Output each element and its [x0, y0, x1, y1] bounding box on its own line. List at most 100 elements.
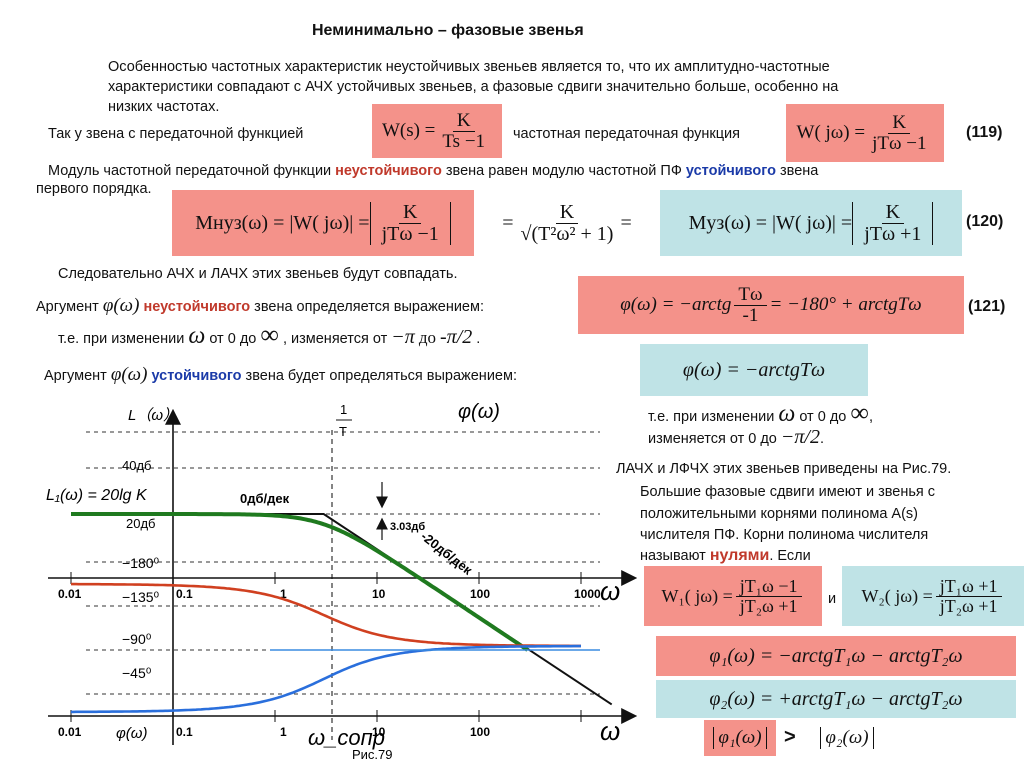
y-tick-phase-2: −90⁰	[122, 631, 152, 647]
change1-to: -π/2	[440, 326, 473, 348]
corner-label-den: T	[339, 424, 347, 439]
w1-den: jT₂ω +1	[739, 595, 798, 616]
arg-unstable-text: Аргумент φ(ω) неустойчивого звена опреде…	[36, 295, 484, 316]
ws-num: K	[452, 110, 475, 132]
phi1-num: Tω	[734, 284, 767, 306]
arg2-phi: φ(ω)	[110, 364, 148, 385]
y-axis-label-L: L（ω）	[128, 407, 178, 424]
omega-conj-label: ω_сопр	[308, 725, 385, 750]
ws-formula-box: W(s) = K Ts −1	[372, 104, 502, 158]
lachx-asymptote-line	[71, 513, 613, 706]
intro-line-2: характеристики совпадают с АЧХ устойчивы…	[108, 79, 839, 95]
m-mid-den: √(T²ω² + 1)	[520, 222, 614, 245]
m-stable-den: jTω +1	[864, 222, 922, 245]
change2-b: от 0 до	[799, 409, 847, 425]
x-tick-label-bottom-0: 0.01	[58, 725, 82, 739]
m-unstable-num: K	[398, 201, 422, 224]
m-stable-num: K	[881, 201, 905, 224]
x-axis-label-bottom: ω	[600, 716, 620, 746]
intro-line-3: низких частотах.	[108, 99, 220, 115]
wj-den: jTω −1	[872, 132, 927, 154]
change2-to: −π/2	[780, 426, 820, 448]
phi-stable-formula: φ(ω) = −arctgTω	[682, 358, 826, 381]
right-text-4: числителя ПФ. Корни полинома числителя	[640, 527, 929, 543]
m-stable-lhs: Mуз(ω) = |W( jω)| =	[688, 211, 853, 234]
phi2-formula: φ₂(ω) = +arctgT₁ω − arctgT₂ω	[709, 687, 963, 710]
slope-0-label: 0дб/дек	[240, 491, 290, 506]
phi2-box: φ₂(ω) = +arctgT₁ω − arctgT₂ω	[656, 680, 1016, 718]
frequency-tf-text: частотная передаточная функция	[513, 126, 740, 142]
m-middle-formula: = K √(T²ω² + 1) =	[478, 190, 656, 256]
arg2-post: звена будет определяться выражением:	[241, 368, 517, 384]
zeros-word: нулями	[709, 547, 770, 564]
w2-num: jT₁ω +1	[935, 576, 1002, 597]
x-tick-label-top-4: 100	[470, 587, 490, 601]
change-line-2a: т.е. при изменении ω от 0 до ∞,	[648, 400, 873, 427]
phi2-abs: φ₂(ω)	[820, 727, 874, 749]
equation-number-120: (120)	[966, 213, 1004, 230]
arg1-unstable-word: неустойчивого	[143, 299, 251, 315]
right-text-5: называют нулями. Если	[640, 547, 811, 565]
x-tick-label-top-5: 1000	[574, 587, 601, 601]
change2-c: изменяется от 0 до	[648, 431, 777, 447]
right-text-3: положительными корнями полинома A(s)	[640, 506, 918, 522]
x-tick-label-top-0: 0.01	[58, 587, 82, 601]
ws-lhs: W(s) =	[381, 120, 436, 141]
m-mid-eq: =	[502, 211, 514, 234]
gap-label: 3.03дб	[390, 521, 425, 533]
x-axis-label-top: ω	[600, 576, 620, 606]
curve-label-L1: L₁(ω) = 20lg K	[46, 487, 148, 504]
change1-d: до	[418, 328, 436, 347]
change1-a: т.е. при изменении	[58, 331, 185, 347]
change2-a: т.е. при изменении	[648, 409, 775, 425]
arg2-pre: Аргумент	[44, 368, 111, 384]
arg1-phi: φ(ω)	[102, 295, 140, 316]
right-text-5c: . Если	[769, 548, 811, 564]
y-tick-phase-0: −180⁰	[122, 555, 160, 571]
module-text-b: звена равен модулю частотной ПФ	[441, 163, 686, 179]
phi1-rhs: = −180° + arctgTω	[769, 294, 922, 315]
arg-stable-text: Аргумент φ(ω) устойчивого звена будет оп…	[44, 364, 517, 385]
change1-b: от 0 до	[209, 331, 257, 347]
phi2-abs-box: φ₂(ω)	[806, 720, 888, 756]
change1-from: −π	[391, 326, 415, 348]
phi1-box: φ₁(ω) = −arctgT₁ω − arctgT₂ω	[656, 636, 1016, 676]
change1-inf: ∞	[260, 320, 279, 349]
w2-box: W₂( jω) = jT₁ω +1 jT₂ω +1	[842, 566, 1024, 626]
slope-20-label: -20дб/дек	[418, 529, 475, 578]
transfer-function-text: Так у звена с передаточной функцией	[48, 126, 304, 142]
change1-c: , изменяется от	[282, 331, 388, 347]
x-tick-label-top-1: 0.1	[176, 587, 193, 601]
m-mid-num: K	[555, 201, 579, 224]
change2-comma: ,	[868, 409, 873, 425]
w2-den: jT₂ω +1	[939, 595, 998, 616]
arg1-post: звена определяется выражением:	[250, 299, 484, 315]
stable-word: устойчивого	[685, 163, 776, 179]
right-text-2: Большие фазовые сдвиги имеют и звенья с	[640, 484, 936, 500]
module-text-c: звена	[775, 163, 819, 179]
intro-line-1: Особенностью частотных характеристик неу…	[108, 59, 830, 75]
change1-e: .	[476, 331, 481, 347]
phi1-abs: φ₁(ω)	[713, 727, 767, 749]
arg1-pre: Аргумент	[36, 299, 103, 315]
module-text-line-1: Модуль частотной передаточной функции не…	[48, 162, 818, 180]
consequence-text: Следовательно АЧХ и ЛАЧХ этих звеньев бу…	[58, 266, 458, 282]
wj-lhs: W( jω) =	[796, 122, 866, 143]
figure-caption: Рис.79	[352, 747, 393, 762]
arg2-stable-word: устойчивого	[151, 368, 242, 384]
change1-omega: ω	[188, 323, 206, 349]
y-axis-label-phi: φ(ω)	[116, 725, 147, 742]
change-line-1: т.е. при изменении ω от 0 до ∞ , изменяе…	[58, 322, 481, 349]
phi-stable-box: φ(ω) = −arctgTω	[640, 344, 868, 396]
m-mid-eq-2: =	[620, 211, 632, 234]
x-tick-label-bottom-1: 0.1	[176, 725, 193, 739]
m-unstable-den: jTω −1	[381, 222, 439, 245]
w1-box: W₁( jω) = jT₁ω −1 jT₂ω +1	[644, 566, 822, 626]
phi1-abs-box: φ₁(ω)	[704, 720, 776, 756]
page-title: Неминимально – фазовые звенья	[312, 22, 584, 39]
and-word: и	[828, 591, 837, 607]
